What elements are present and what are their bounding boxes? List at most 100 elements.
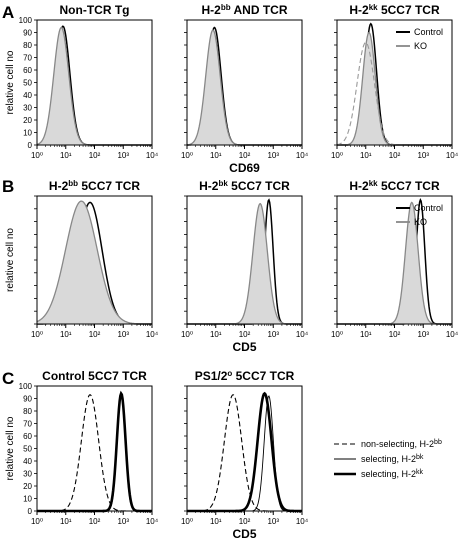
legend-label: Control xyxy=(414,203,443,213)
x-tick-label: 10¹ xyxy=(210,151,222,160)
legend-label: Control xyxy=(414,27,443,37)
plot-frame xyxy=(336,19,453,146)
panel-legend: Control KO xyxy=(396,27,443,51)
x-axis-label: CD5 xyxy=(232,340,256,354)
x-tick-label: 10⁴ xyxy=(446,151,459,160)
x-tick-label: 10⁰ xyxy=(331,330,343,339)
histogram-curves xyxy=(186,26,302,146)
legend-c-label: selecting, H-2kk xyxy=(361,469,424,479)
y-axis-ticks xyxy=(34,195,37,325)
chart-title: Non-TCR Tg xyxy=(60,3,130,17)
x-tick-label: 10¹ xyxy=(210,330,222,339)
chart-title: H-2kk 5CC7 TCR xyxy=(349,3,440,17)
chart-panel-2: 10⁰ 10¹ 10² 10³ 10⁴ CD69 H-2bb AND TCR xyxy=(181,3,309,175)
chart-panel-1: 10⁰ 10¹ 10² 10³ 10⁴ 0 10 20 30 40 50 60 70 80 90 100 rel… xyxy=(5,3,159,160)
chart-title: H-2bb 5CC7 TCR xyxy=(49,179,140,193)
x-tick-label: 10² xyxy=(389,151,401,160)
chart-title: Control 5CC7 TCR xyxy=(42,369,147,383)
x-tick-label: 10⁴ xyxy=(446,330,459,339)
y-tick-label: 50 xyxy=(23,79,32,88)
histogram-curves xyxy=(37,390,152,513)
x-tick-label: 10³ xyxy=(267,330,279,339)
plot-frame xyxy=(336,195,453,325)
panel-legend: Control KO xyxy=(396,203,443,227)
histogram-fill-ko xyxy=(187,203,302,324)
y-tick-label: 0 xyxy=(28,141,33,150)
chart-title: H-2kk 5CC7 TCR xyxy=(349,179,440,193)
x-tick-label: 10³ xyxy=(417,151,429,160)
y-axis-ticks: 0 10 20 30 40 50 60 70 80 90 100 xyxy=(19,382,37,516)
x-tick-label: 10¹ xyxy=(210,517,222,526)
y-axis-ticks xyxy=(334,195,337,325)
x-tick-label: 10³ xyxy=(417,330,429,339)
x-tick-label: 10⁰ xyxy=(181,151,193,160)
x-tick-label: 10² xyxy=(89,517,101,526)
x-tick-label: 10⁴ xyxy=(146,330,159,339)
x-tick-label: 10² xyxy=(239,151,251,160)
x-tick-label: 10⁴ xyxy=(296,151,309,160)
histogram-line-ko xyxy=(337,201,452,325)
y-tick-label: 90 xyxy=(23,29,32,38)
panel-letter-b: B xyxy=(2,177,14,196)
histogram-fill-ko xyxy=(187,30,302,145)
legend-label: KO xyxy=(414,217,427,227)
y-tick-label: 10 xyxy=(23,495,32,504)
histogram-line-control xyxy=(337,22,452,146)
plots-group: 10⁰ 10¹ 10² 10³ 10⁴0102030405060708090100rel… xyxy=(5,3,459,538)
x-tick-label: 10³ xyxy=(117,151,129,160)
chart-panel-7: 10⁰ 10¹ 10² 10³ 10⁴ 0 10 20 30 40 50 60 70 80 90 100 rel… xyxy=(5,369,159,526)
x-tick-label: 10⁰ xyxy=(181,330,193,339)
histogram-fill-ko xyxy=(337,202,452,324)
y-axis-label: relative cell no xyxy=(5,50,16,114)
plot-frame xyxy=(186,195,303,325)
y-tick-label: 60 xyxy=(23,432,32,441)
histogram-line-ko xyxy=(337,31,452,146)
legend-c-label: non-selecting, H-2bb xyxy=(361,439,442,449)
x-tick-label: 10³ xyxy=(267,517,279,526)
x-axis-ticks: 10⁰ 10¹ 10² 10³ 10⁴ xyxy=(31,324,159,339)
x-axis-ticks: 10⁰ 10¹ 10² 10³ 10⁴ xyxy=(181,511,309,526)
x-tick-label: 10⁰ xyxy=(31,517,43,526)
x-axis-ticks: 10⁰ 10¹ 10² 10³ 10⁴ xyxy=(181,145,309,160)
x-axis-ticks: 10⁰ 10¹ 10² 10³ 10⁴ xyxy=(31,511,159,526)
histogram-fill-ko xyxy=(337,32,452,145)
y-axis-ticks xyxy=(184,195,187,325)
x-axis-ticks: 10⁰ 10¹ 10² 10³ 10⁴ xyxy=(31,145,159,160)
x-tick-label: 10⁰ xyxy=(31,151,43,160)
chart-panel-6: 10⁰ 10¹ 10² 10³ 10⁴ H-2kk 5CC7 TCR Control KO xyxy=(331,179,459,339)
histogram-curves xyxy=(36,200,152,325)
chart-panel-4: 10⁰ 10¹ 10² 10³ 10⁴ relative cell no H-2bb 5CC… xyxy=(5,179,159,339)
histogram-line-thin xyxy=(187,395,302,512)
x-tick-label: 10² xyxy=(389,330,401,339)
y-tick-label: 60 xyxy=(23,66,32,75)
legend-panel-c: non-selecting, H-2bb selecting, H-2bk sele… xyxy=(334,439,442,479)
y-axis-label: relative cell no xyxy=(5,228,16,292)
x-tick-label: 10³ xyxy=(117,517,129,526)
x-tick-label: 10² xyxy=(89,330,101,339)
chart-panel-8: 10⁰ 10¹ 10² 10³ 10⁴ CD5 PS1/2o 5CC7 TCR xyxy=(181,369,309,538)
histogram-line-control xyxy=(187,198,302,325)
histogram-curves xyxy=(187,391,302,513)
y-tick-label: 40 xyxy=(23,91,32,100)
histogram-curves xyxy=(36,25,152,146)
chart-panel-3: 10⁰ 10¹ 10² 10³ 10⁴ H-2kk 5CC7 TCR Control KO xyxy=(331,3,459,160)
plot-frame xyxy=(186,385,303,512)
x-tick-label: 10¹ xyxy=(360,151,372,160)
histogram-curves xyxy=(187,198,302,325)
y-axis-ticks xyxy=(184,385,187,512)
histogram-line-thin xyxy=(37,394,152,512)
chart-title: PS1/2o 5CC7 TCR xyxy=(195,369,295,383)
y-tick-label: 100 xyxy=(19,382,33,391)
y-axis-label: relative cell no xyxy=(5,416,16,480)
histogram-line-thick xyxy=(187,391,302,513)
histogram-curves xyxy=(336,22,452,146)
x-tick-label: 10⁰ xyxy=(31,330,43,339)
histogram-curves xyxy=(337,198,452,325)
legend-label: KO xyxy=(414,41,427,51)
plot-frame xyxy=(36,385,153,512)
chart-panel-5: 10⁰ 10¹ 10² 10³ 10⁴ CD5 H-2bk 5CC7 TCR xyxy=(181,179,309,354)
x-tick-label: 10³ xyxy=(117,330,129,339)
chart-title: H-2bk 5CC7 TCR xyxy=(199,179,290,193)
y-tick-label: 20 xyxy=(23,116,32,125)
